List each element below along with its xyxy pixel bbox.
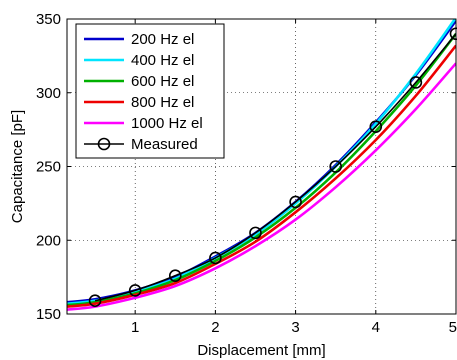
measured-point (128, 284, 142, 297)
measured-point (88, 294, 102, 308)
y-tick-label: 250 (36, 159, 61, 176)
legend-label: Measured (131, 136, 198, 153)
legend: 200 Hz el 400 Hz el 600 Hz el 800 Hz el 1000… (75, 23, 225, 159)
legend-label: 400 Hz el (131, 52, 194, 69)
y-tick-label: 200 (36, 232, 61, 249)
series-line-800-hz-el (67, 44, 456, 308)
y-axis-label: Capacitance [pF] (9, 110, 26, 223)
legend-label: 200 Hz el (131, 31, 194, 48)
measured-point (289, 195, 302, 209)
x-axis-label: Displacement [mm] (197, 342, 325, 359)
measured-point (409, 76, 423, 89)
series-group (67, 19, 457, 311)
measured-point (329, 160, 342, 173)
legend-label: 1000 Hz el (131, 115, 203, 132)
y-tick-label: 300 (36, 85, 61, 102)
measured-point (168, 269, 182, 282)
series-line-measured (94, 33, 456, 302)
series-line-1000-hz-el (67, 62, 456, 311)
legend-label: 800 Hz el (131, 94, 194, 111)
y-tick-label: 150 (36, 306, 61, 323)
x-tick-label: 2 (211, 319, 219, 336)
legend-marker (97, 137, 111, 151)
legend-label: 600 Hz el (131, 73, 194, 90)
measured-point (249, 226, 262, 240)
measured-point (209, 251, 222, 265)
x-tick-label: 5 (449, 319, 457, 336)
axis-ticks: 1 2 3 4 5 150 200 250 300 350 (36, 11, 457, 336)
series-line-400-hz-el (67, 19, 456, 305)
legend-box (75, 23, 225, 159)
x-tick-label: 4 (372, 319, 380, 336)
x-tick-label: 1 (131, 319, 139, 336)
series-line-600-hz-el (67, 33, 456, 307)
x-tick-label: 3 (291, 319, 299, 336)
y-tick-label: 350 (36, 11, 61, 28)
measured-point (369, 120, 383, 133)
